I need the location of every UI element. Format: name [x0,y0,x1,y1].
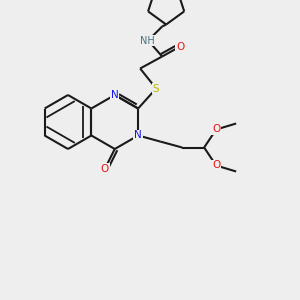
Text: S: S [153,83,160,94]
Text: O: O [176,41,184,52]
Text: N: N [134,130,142,140]
Text: O: O [101,164,109,174]
Text: NH: NH [140,35,154,46]
Text: O: O [212,124,220,134]
Text: O: O [212,160,220,170]
Text: N: N [111,90,118,100]
